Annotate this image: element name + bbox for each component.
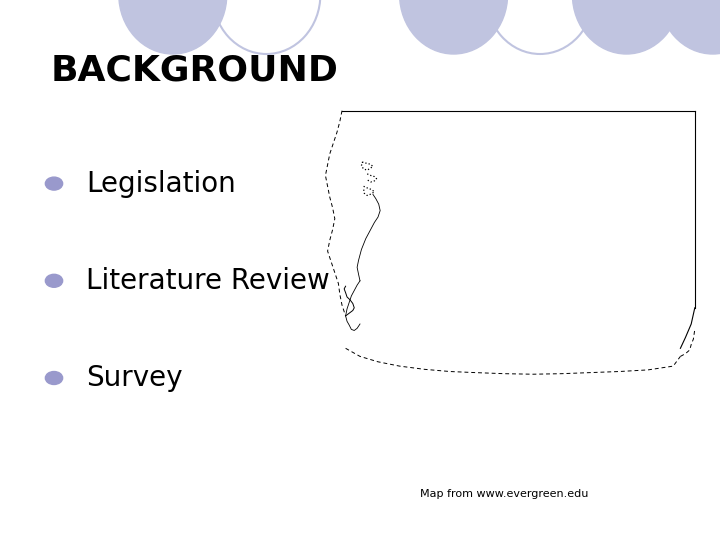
Ellipse shape — [400, 0, 508, 54]
Ellipse shape — [572, 0, 680, 54]
Text: Legislation: Legislation — [86, 170, 236, 198]
Ellipse shape — [119, 0, 227, 54]
Text: Literature Review: Literature Review — [86, 267, 330, 295]
Text: Map from www.evergreen.edu: Map from www.evergreen.edu — [420, 489, 588, 499]
Circle shape — [45, 372, 63, 384]
Text: Survey: Survey — [86, 364, 183, 392]
Circle shape — [45, 177, 63, 190]
Circle shape — [45, 274, 63, 287]
Text: BACKGROUND: BACKGROUND — [50, 53, 338, 87]
Ellipse shape — [659, 0, 720, 54]
